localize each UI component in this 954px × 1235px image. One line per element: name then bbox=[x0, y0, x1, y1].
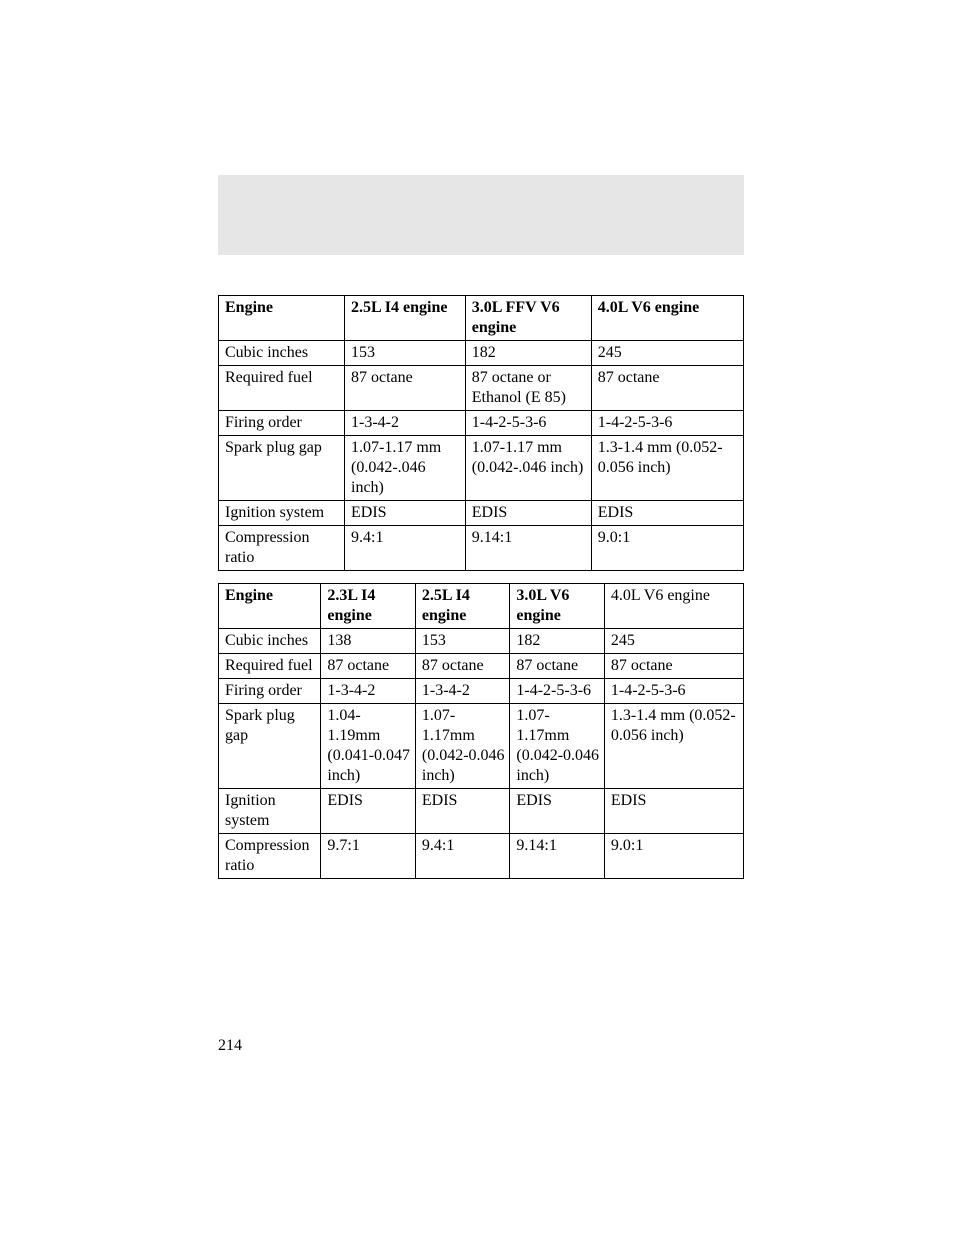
col-header: 4.0L V6 engine bbox=[604, 584, 743, 629]
row-label: Spark plug gap bbox=[219, 436, 345, 501]
cell: 87 octane bbox=[510, 654, 605, 679]
row-label: Cubic inches bbox=[219, 341, 345, 366]
col-header: 4.0L V6 engine bbox=[591, 296, 743, 341]
cell: 1.3-1.4 mm (0.052-0.056 inch) bbox=[604, 704, 743, 789]
cell: 245 bbox=[591, 341, 743, 366]
cell: 1.07-1.17mm (0.042-0.046 inch) bbox=[510, 704, 605, 789]
cell: 9.7:1 bbox=[321, 834, 416, 879]
cell: EDIS bbox=[510, 789, 605, 834]
cell: EDIS bbox=[465, 501, 591, 526]
cell: 87 octane or Ethanol (E 85) bbox=[465, 366, 591, 411]
row-label: Required fuel bbox=[219, 366, 345, 411]
cell: 1-4-2-5-3-6 bbox=[604, 679, 743, 704]
row-label: Cubic inches bbox=[219, 629, 321, 654]
row-label: Spark plug gap bbox=[219, 704, 321, 789]
cell: EDIS bbox=[591, 501, 743, 526]
cell: 87 octane bbox=[591, 366, 743, 411]
table-row: Ignition system EDIS EDIS EDIS EDIS bbox=[219, 789, 744, 834]
table-row: Firing order 1-3-4-2 1-4-2-5-3-6 1-4-2-5… bbox=[219, 411, 744, 436]
row-label: Firing order bbox=[219, 679, 321, 704]
cell: EDIS bbox=[415, 789, 510, 834]
cell: 182 bbox=[510, 629, 605, 654]
tables-container: Engine 2.5L I4 engine 3.0L FFV V6 engine… bbox=[218, 295, 744, 879]
col-header: 3.0L FFV V6 engine bbox=[465, 296, 591, 341]
cell: 153 bbox=[345, 341, 466, 366]
cell: EDIS bbox=[345, 501, 466, 526]
cell: 153 bbox=[415, 629, 510, 654]
table-header-row: Engine 2.3L I4 engine 2.5L I4 engine 3.0… bbox=[219, 584, 744, 629]
cell: 87 octane bbox=[345, 366, 466, 411]
col-header: 3.0L V6 engine bbox=[510, 584, 605, 629]
engine-spec-table-2: Engine 2.3L I4 engine 2.5L I4 engine 3.0… bbox=[218, 583, 744, 879]
row-label: Ignition system bbox=[219, 501, 345, 526]
page: Engine 2.5L I4 engine 3.0L FFV V6 engine… bbox=[0, 0, 954, 1235]
cell: 87 octane bbox=[321, 654, 416, 679]
col-header: 2.3L I4 engine bbox=[321, 584, 416, 629]
cell: 1.07-1.17 mm (0.042-.046 inch) bbox=[465, 436, 591, 501]
cell: 1.07-1.17 mm (0.042-.046 inch) bbox=[345, 436, 466, 501]
cell: 9.14:1 bbox=[510, 834, 605, 879]
header-bar bbox=[218, 175, 744, 255]
cell: 1-4-2-5-3-6 bbox=[465, 411, 591, 436]
table-row: Cubic inches 153 182 245 bbox=[219, 341, 744, 366]
cell: 9.14:1 bbox=[465, 526, 591, 571]
row-label: Compression ratio bbox=[219, 834, 321, 879]
table-row: Required fuel 87 octane 87 octane 87 oct… bbox=[219, 654, 744, 679]
cell: 1.3-1.4 mm (0.052-0.056 inch) bbox=[591, 436, 743, 501]
cell: 1.04-1.19mm (0.041-0.047 inch) bbox=[321, 704, 416, 789]
cell: 1-3-4-2 bbox=[415, 679, 510, 704]
col-header: 2.5L I4 engine bbox=[415, 584, 510, 629]
cell: EDIS bbox=[321, 789, 416, 834]
col-header: Engine bbox=[219, 584, 321, 629]
row-label: Compression ratio bbox=[219, 526, 345, 571]
table-header-row: Engine 2.5L I4 engine 3.0L FFV V6 engine… bbox=[219, 296, 744, 341]
cell: 1.07-1.17mm (0.042-0.046 inch) bbox=[415, 704, 510, 789]
col-header: Engine bbox=[219, 296, 345, 341]
cell: 9.4:1 bbox=[345, 526, 466, 571]
table-row: Compression ratio 9.7:1 9.4:1 9.14:1 9.0… bbox=[219, 834, 744, 879]
table-row: Spark plug gap 1.04-1.19mm (0.041-0.047 … bbox=[219, 704, 744, 789]
table-row: Compression ratio 9.4:1 9.14:1 9.0:1 bbox=[219, 526, 744, 571]
cell: 87 octane bbox=[415, 654, 510, 679]
row-label: Firing order bbox=[219, 411, 345, 436]
cell: 9.0:1 bbox=[591, 526, 743, 571]
table-row: Spark plug gap 1.07-1.17 mm (0.042-.046 … bbox=[219, 436, 744, 501]
table-row: Firing order 1-3-4-2 1-3-4-2 1-4-2-5-3-6… bbox=[219, 679, 744, 704]
cell: EDIS bbox=[604, 789, 743, 834]
engine-spec-table-1: Engine 2.5L I4 engine 3.0L FFV V6 engine… bbox=[218, 295, 744, 571]
table-row: Required fuel 87 octane 87 octane or Eth… bbox=[219, 366, 744, 411]
cell: 245 bbox=[604, 629, 743, 654]
cell: 1-3-4-2 bbox=[345, 411, 466, 436]
cell: 1-4-2-5-3-6 bbox=[510, 679, 605, 704]
cell: 9.0:1 bbox=[604, 834, 743, 879]
table-row: Ignition system EDIS EDIS EDIS bbox=[219, 501, 744, 526]
cell: 1-3-4-2 bbox=[321, 679, 416, 704]
cell: 1-4-2-5-3-6 bbox=[591, 411, 743, 436]
table-row: Cubic inches 138 153 182 245 bbox=[219, 629, 744, 654]
row-label: Required fuel bbox=[219, 654, 321, 679]
cell: 9.4:1 bbox=[415, 834, 510, 879]
cell: 87 octane bbox=[604, 654, 743, 679]
cell: 182 bbox=[465, 341, 591, 366]
row-label: Ignition system bbox=[219, 789, 321, 834]
page-number: 214 bbox=[218, 1037, 242, 1055]
col-header: 2.5L I4 engine bbox=[345, 296, 466, 341]
cell: 138 bbox=[321, 629, 416, 654]
